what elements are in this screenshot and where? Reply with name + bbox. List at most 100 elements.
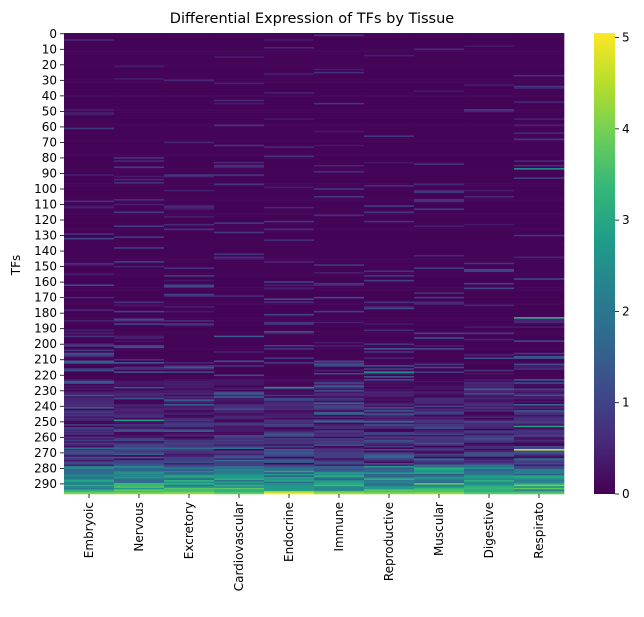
heatmap-cell bbox=[264, 88, 315, 91]
heatmap-cell bbox=[464, 360, 515, 363]
heatmap-cell bbox=[164, 400, 215, 403]
heatmap-cell bbox=[64, 67, 115, 69]
heatmap-cell bbox=[314, 410, 365, 413]
heatmap-cell bbox=[114, 107, 165, 110]
heatmap-cell bbox=[64, 476, 115, 479]
heatmap-cell bbox=[164, 473, 215, 476]
heatmap-cell bbox=[264, 481, 315, 484]
heatmap-cell bbox=[264, 301, 315, 304]
heatmap-cell bbox=[164, 405, 215, 408]
heatmap-cell bbox=[64, 483, 115, 485]
heatmap-cell bbox=[264, 292, 315, 295]
heatmap-cell bbox=[464, 377, 515, 380]
heatmap-cell bbox=[464, 115, 515, 118]
heatmap-cell bbox=[314, 253, 365, 256]
heatmap-cell bbox=[414, 203, 465, 206]
heatmap-cell bbox=[364, 264, 415, 267]
heatmap-cell bbox=[464, 459, 515, 462]
heatmap-cell bbox=[514, 487, 565, 490]
heatmap-cell bbox=[314, 191, 365, 194]
heatmap-cell bbox=[114, 268, 165, 271]
heatmap-cell bbox=[364, 422, 415, 425]
heatmap-cell bbox=[114, 127, 165, 130]
heatmap-cell bbox=[464, 368, 515, 371]
heatmap-cell bbox=[514, 33, 565, 35]
heatmap-cell bbox=[364, 256, 415, 259]
heatmap-cell bbox=[314, 93, 365, 96]
heatmap-cell bbox=[364, 59, 415, 62]
heatmap-cell bbox=[414, 391, 465, 394]
heatmap-cell bbox=[314, 481, 365, 484]
heatmap-cell bbox=[364, 126, 415, 128]
heatmap-cell bbox=[264, 331, 315, 333]
y-tick-label: 230 bbox=[34, 384, 57, 398]
heatmap-cell bbox=[414, 472, 465, 475]
heatmap-cell bbox=[164, 448, 215, 451]
heatmap-cell bbox=[414, 90, 465, 93]
heatmap-cell bbox=[364, 476, 415, 479]
heatmap-cell bbox=[414, 64, 465, 66]
heatmap-cell bbox=[114, 144, 165, 147]
colorbar-tick-label: 4 bbox=[622, 122, 630, 136]
heatmap-cell bbox=[314, 150, 365, 153]
heatmap-cell bbox=[114, 90, 165, 93]
heatmap-cell bbox=[514, 216, 565, 219]
heatmap-cell bbox=[164, 315, 215, 318]
heatmap-cell bbox=[64, 473, 115, 476]
heatmap-cell bbox=[314, 78, 365, 80]
heatmap-cell bbox=[264, 40, 315, 43]
heatmap-cell bbox=[314, 119, 365, 122]
heatmap-cell bbox=[64, 317, 115, 319]
heatmap-cell bbox=[264, 160, 315, 163]
heatmap-cell bbox=[264, 45, 315, 48]
heatmap-cell bbox=[114, 337, 165, 340]
heatmap-cell bbox=[414, 459, 465, 462]
heatmap-cell bbox=[214, 188, 265, 191]
heatmap-cell bbox=[214, 136, 265, 139]
heatmap-cell bbox=[364, 329, 415, 332]
heatmap-cell bbox=[464, 140, 515, 142]
heatmap-cell bbox=[464, 110, 515, 113]
y-tick-label: 290 bbox=[34, 477, 57, 491]
heatmap-cell bbox=[164, 121, 215, 124]
heatmap-cell bbox=[414, 478, 465, 481]
heatmap-cell bbox=[314, 62, 365, 65]
heatmap-cell bbox=[414, 88, 465, 91]
heatmap-cell bbox=[164, 390, 215, 392]
heatmap-cell bbox=[214, 264, 265, 267]
heatmap-cell bbox=[164, 177, 215, 180]
heatmap-cell bbox=[514, 334, 565, 336]
heatmap-cell bbox=[64, 219, 115, 222]
heatmap-cell bbox=[214, 306, 265, 309]
heatmap-cell bbox=[114, 414, 165, 417]
heatmap-cell bbox=[364, 318, 415, 321]
heatmap-cell bbox=[264, 452, 315, 454]
heatmap-cell bbox=[414, 132, 465, 135]
heatmap-cell bbox=[414, 161, 465, 164]
heatmap-cell bbox=[364, 123, 415, 125]
heatmap-cell bbox=[514, 299, 565, 302]
heatmap-cell bbox=[464, 233, 515, 236]
heatmap-cell bbox=[514, 116, 565, 119]
heatmap-cell bbox=[214, 478, 265, 481]
heatmap-cell bbox=[514, 169, 565, 172]
heatmap-cell bbox=[264, 469, 315, 472]
heatmap-cell bbox=[314, 239, 365, 242]
heatmap-cell bbox=[114, 489, 165, 492]
heatmap-cell bbox=[464, 444, 515, 447]
heatmap-cell bbox=[414, 358, 465, 361]
heatmap-cell bbox=[514, 335, 565, 338]
heatmap-cell bbox=[364, 220, 415, 223]
heatmap-cell bbox=[164, 191, 215, 194]
heatmap-cell bbox=[314, 416, 365, 419]
heatmap-cell bbox=[264, 132, 315, 135]
heatmap-cell bbox=[464, 146, 515, 149]
heatmap-cell bbox=[514, 309, 565, 312]
heatmap-cell bbox=[214, 313, 265, 316]
heatmap-cell bbox=[364, 147, 415, 150]
heatmap-cell bbox=[114, 483, 165, 485]
heatmap-cell bbox=[214, 374, 265, 377]
heatmap-cell bbox=[364, 237, 415, 240]
heatmap-cell bbox=[464, 447, 515, 450]
heatmap-cell bbox=[214, 109, 265, 111]
